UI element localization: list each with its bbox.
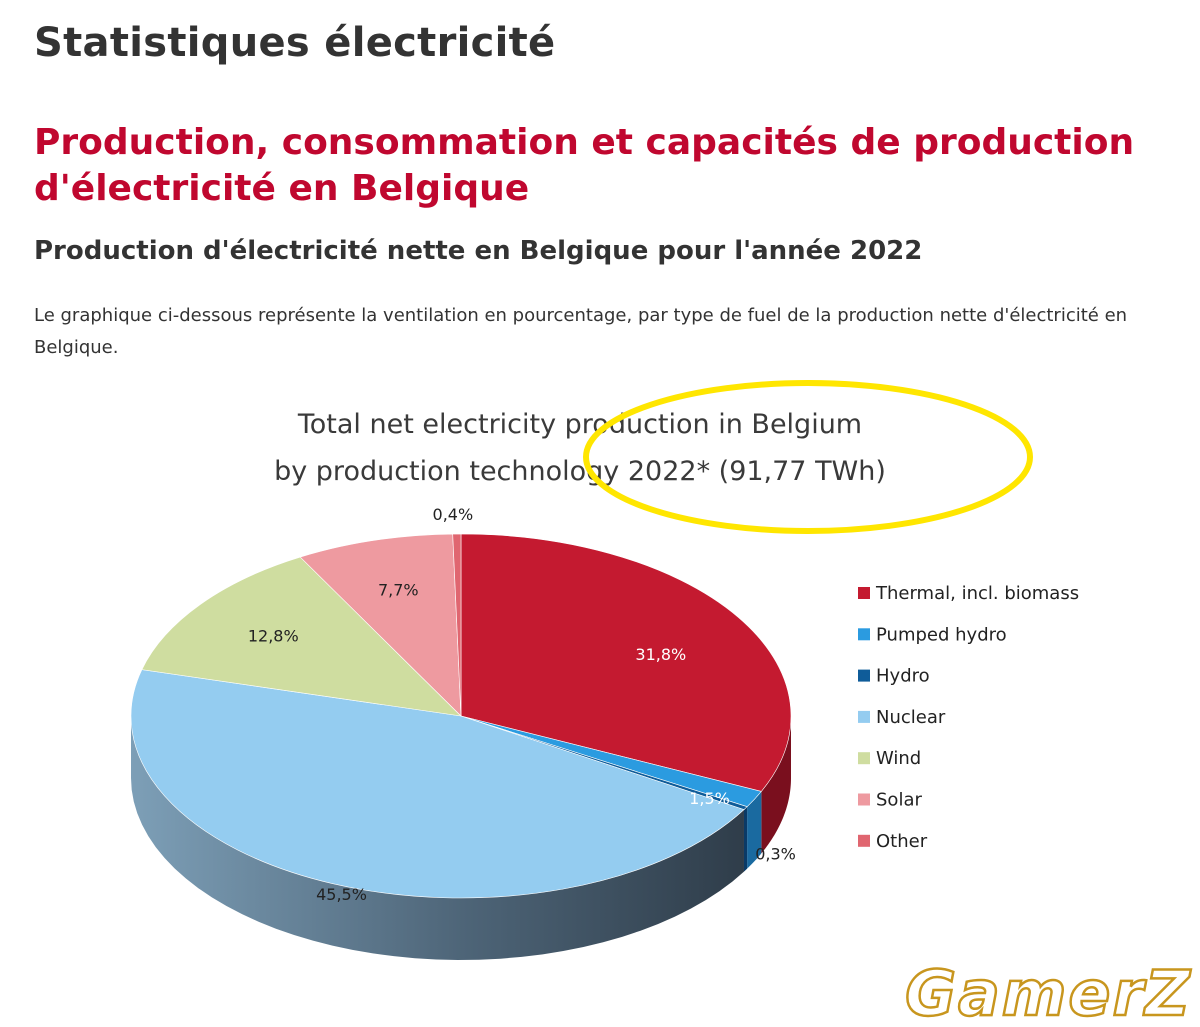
pie-slice-thermal-incl-biomass <box>460 533 792 792</box>
pie-side-nuclear <box>131 716 744 960</box>
pie-side-thermal-incl-biomass <box>761 716 791 854</box>
slice-label-hydro: 0,3% <box>755 845 796 864</box>
section-title: Production, consommation et capacités de… <box>34 122 1135 209</box>
page-title: Statistiques électricité <box>34 20 556 66</box>
pie-slice-wind <box>141 556 462 717</box>
pie-side-hydro <box>743 806 748 872</box>
legend-label-pumped-hydro: Pumped hydro <box>876 624 1007 645</box>
chart-title-line-2: by production technology 2022* (91,77 TW… <box>274 456 886 487</box>
legend-swatch-hydro <box>858 669 870 682</box>
slice-label-wind: 12,8% <box>248 627 299 646</box>
watermark-logo: GamerZ <box>905 957 1192 1027</box>
pie-slice-nuclear <box>130 669 745 899</box>
legend-label-solar: Solar <box>876 790 922 811</box>
slice-label-thermal-incl-biomass: 31,8% <box>635 645 686 664</box>
chart-description: Le graphique ci-dessous représente la ve… <box>34 305 1128 358</box>
slice-label-solar: 7,7% <box>378 581 419 600</box>
legend-swatch-nuclear <box>858 710 870 723</box>
legend-label-nuclear: Nuclear <box>876 707 946 728</box>
slice-label-pumped-hydro: 1,5% <box>689 789 730 808</box>
legend-swatch-thermal-incl-biomass <box>858 587 870 599</box>
legend-swatch-wind <box>858 752 870 765</box>
legend-swatch-other <box>858 834 870 847</box>
legend-label-wind: Wind <box>876 748 921 769</box>
legend-label-thermal-incl-biomass: Thermal, incl. biomass <box>875 583 1079 604</box>
legend-swatch-pumped-hydro <box>858 628 870 641</box>
pie-slice-solar <box>299 533 462 717</box>
slice-label-other: 0,4% <box>433 505 474 524</box>
legend-swatch-solar <box>858 793 870 806</box>
highlight-ellipse <box>583 380 1033 534</box>
legend-label-other: Other <box>876 831 928 852</box>
legend-label-hydro: Hydro <box>876 666 930 687</box>
chart-title-line-1: Total net electricity production in Belg… <box>297 409 862 440</box>
pie-side-pumped-hydro <box>747 791 762 869</box>
subsection-title: Production d'électricité nette en Belgiq… <box>34 236 923 266</box>
pie-slice-other <box>452 533 462 717</box>
slice-label-nuclear: 45,5% <box>316 885 367 904</box>
